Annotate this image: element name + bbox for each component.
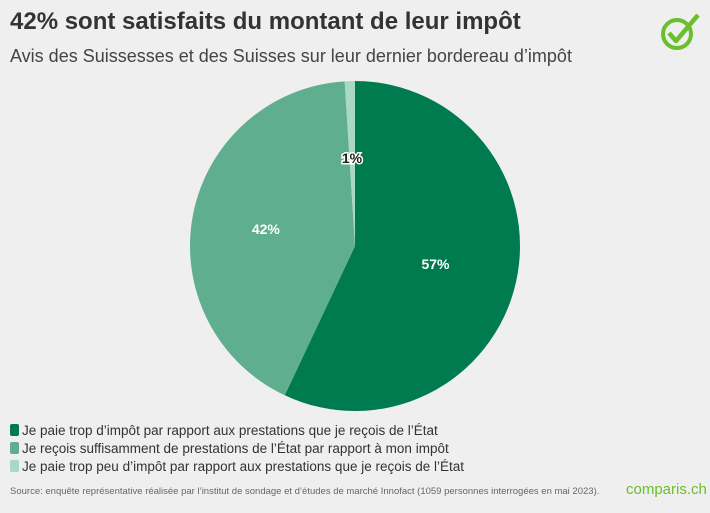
legend-item: Je reçois suffisamment de prestations de… (10, 440, 464, 456)
page-title: 42% sont satisfaits du montant de leur i… (10, 8, 521, 35)
legend-label: Je paie trop d’impôt par rapport aux pre… (22, 422, 438, 438)
legend-swatch (10, 424, 19, 436)
pie-slice (284, 81, 520, 411)
data-label: 57% (421, 256, 450, 272)
data-label: 42% (252, 221, 281, 237)
data-label: 1% (342, 150, 363, 166)
legend-item: Je paie trop d’impôt par rapport aux pre… (10, 422, 464, 438)
legend: Je paie trop d’impôt par rapport aux pre… (10, 422, 464, 476)
legend-label: Je paie trop peu d’impôt par rapport aux… (22, 458, 465, 474)
check-circle-icon (661, 13, 700, 50)
pie-slice (344, 81, 355, 246)
legend-label: Je reçois suffisamment de prestations de… (22, 440, 449, 456)
pie-chart: 57% 42% 1% (190, 81, 520, 411)
source-note: Source: enquête représentative réalisée … (10, 486, 600, 497)
legend-item: Je paie trop peu d’impôt par rapport aux… (10, 458, 464, 474)
page-subtitle: Avis des Suissesses et des Suisses sur l… (10, 46, 572, 66)
legend-swatch (10, 442, 19, 454)
pie-slice (190, 81, 355, 396)
brand-logo[interactable]: comparis.ch (626, 481, 707, 498)
legend-swatch (10, 460, 19, 472)
